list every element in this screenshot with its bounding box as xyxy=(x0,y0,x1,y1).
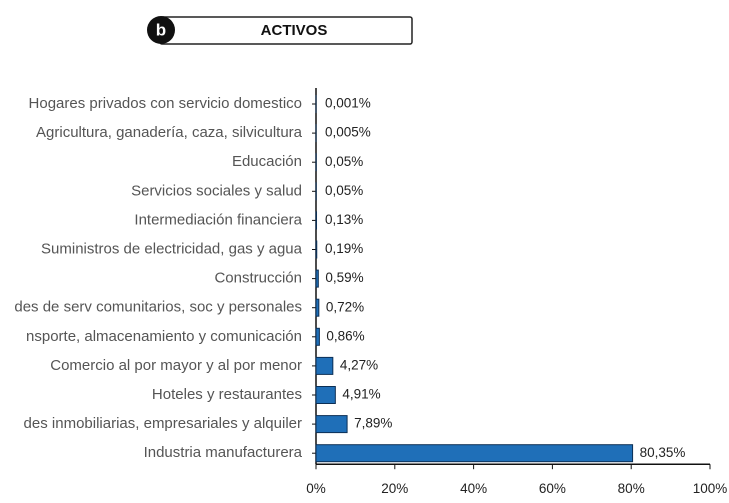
y-tick-label: Suministros de electricidad, gas y agua xyxy=(41,240,303,257)
value-label: 0,86% xyxy=(326,328,364,343)
header-badge xyxy=(147,16,175,44)
y-tick-label: Educación xyxy=(232,153,302,170)
y-tick-label: Hoteles y restaurantes xyxy=(152,386,302,403)
bar xyxy=(315,444,634,463)
value-label: 80,35% xyxy=(640,445,686,460)
value-label: 4,27% xyxy=(340,357,378,372)
x-tick-label: 80% xyxy=(618,481,645,496)
bar xyxy=(315,415,348,434)
y-tick-label: nsporte, almacenamiento y comunicación xyxy=(26,328,302,345)
x-tick-label: 60% xyxy=(539,481,566,496)
bar xyxy=(315,211,318,230)
x-tick-label: 100% xyxy=(693,481,728,496)
x-tick-label: 0% xyxy=(306,481,326,496)
y-tick-label: Construcción xyxy=(214,270,302,287)
bar xyxy=(315,356,334,375)
value-label: 0,19% xyxy=(325,241,363,256)
value-label: 4,91% xyxy=(342,387,380,402)
bar xyxy=(315,269,319,288)
value-label: 7,89% xyxy=(354,416,392,431)
x-tick-label: 20% xyxy=(381,481,408,496)
y-tick-label: Intermediación financiera xyxy=(134,211,302,228)
y-tick-label: Hogares privados con servicio domestico xyxy=(29,95,302,112)
bar xyxy=(315,386,336,404)
y-tick-label: des de serv comunitarios, soc y personal… xyxy=(14,299,302,316)
value-label: 0,05% xyxy=(325,183,363,198)
value-label: 0,001% xyxy=(325,96,371,111)
value-label: 0,05% xyxy=(325,154,363,169)
value-label: 0,59% xyxy=(325,270,363,285)
value-label: 0,72% xyxy=(326,299,364,314)
y-tick-label: Agricultura, ganadería, caza, silvicultu… xyxy=(36,124,303,141)
y-tick-label: Servicios sociales y salud xyxy=(131,182,302,199)
y-tick-label: Industria manufacturera xyxy=(144,444,303,461)
header-label: b xyxy=(156,20,166,39)
value-label: 0,005% xyxy=(325,125,371,140)
y-tick-label: des inmobiliarias, empresariales y alqui… xyxy=(24,415,302,432)
bar xyxy=(315,240,318,259)
value-label: 0,13% xyxy=(325,212,363,227)
x-tick-label: 40% xyxy=(460,481,487,496)
bar xyxy=(315,298,320,317)
bar xyxy=(315,327,320,346)
y-tick-label: Comercio al por mayor y al por menor xyxy=(50,357,302,374)
header-title: ACTIVOS xyxy=(261,22,328,39)
